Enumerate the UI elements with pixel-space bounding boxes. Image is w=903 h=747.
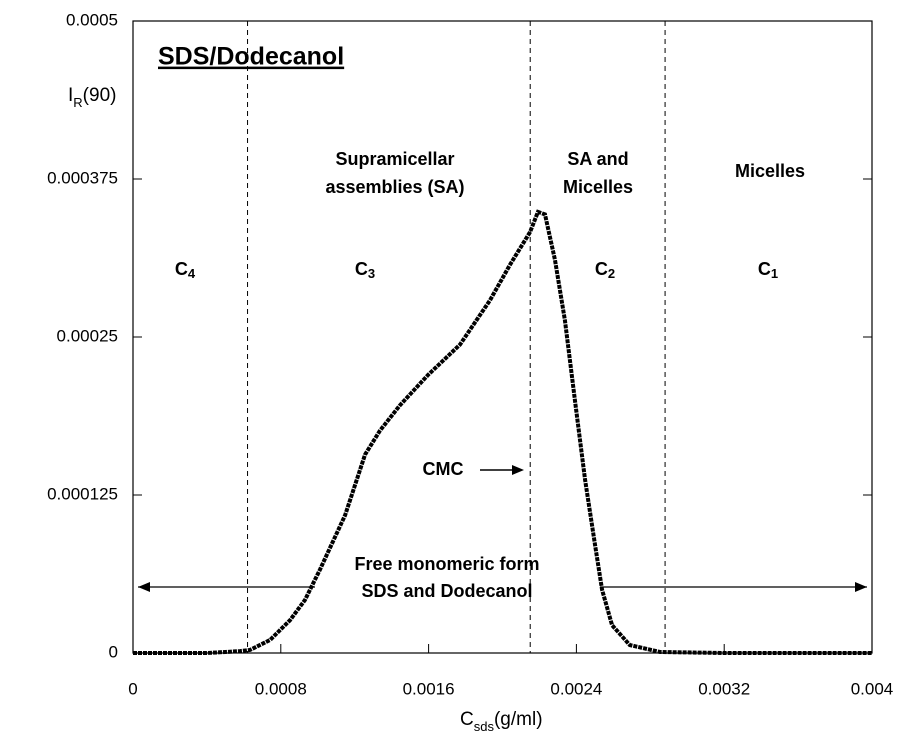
x-tick-label: 0.0008 bbox=[255, 679, 307, 698]
x-tick-label: 0.0032 bbox=[698, 679, 750, 698]
annotation: CMC bbox=[423, 459, 464, 479]
arrow-head bbox=[138, 582, 150, 592]
y-tick-label: 0 bbox=[109, 642, 118, 661]
y-tick-label: 0.00025 bbox=[57, 326, 118, 345]
x-tick-label: 0.0024 bbox=[550, 679, 602, 698]
annotation: Supramicellar bbox=[335, 149, 454, 169]
chart-title: SDS/Dodecanol bbox=[158, 43, 344, 71]
annotation: assemblies (SA) bbox=[325, 177, 464, 197]
y-tick-label: 0.000125 bbox=[47, 484, 118, 503]
region-label-sub: 1 bbox=[771, 266, 778, 281]
annotation: SDS and Dodecanol bbox=[361, 581, 532, 601]
region-label: C2 bbox=[595, 259, 615, 282]
y-tick-label: 0.0005 bbox=[66, 10, 118, 29]
region-label-main: C bbox=[355, 259, 368, 279]
y-tick-label: 0.000375 bbox=[47, 168, 118, 187]
region-label: C3 bbox=[355, 259, 375, 282]
region-label-sub: 2 bbox=[608, 266, 615, 281]
x-tick-label: 0 bbox=[128, 679, 137, 698]
arrow-head bbox=[855, 582, 867, 592]
annotation: Free monomeric form bbox=[354, 554, 539, 574]
region-label-main: C bbox=[758, 259, 771, 279]
region-label-sub: 3 bbox=[368, 266, 375, 281]
region-label-sub: 4 bbox=[188, 266, 196, 281]
annotation: Micelles bbox=[563, 177, 633, 197]
annotation: SA and bbox=[567, 149, 628, 169]
x-tick-label: 0.004 bbox=[851, 679, 894, 698]
annotation: Micelles bbox=[735, 161, 805, 181]
y-axis-label: IR(90) bbox=[68, 85, 116, 110]
x-tick-label: 0.0016 bbox=[403, 679, 455, 698]
region-label: C1 bbox=[758, 259, 778, 282]
region-label-main: C bbox=[595, 259, 608, 279]
region-label: C4 bbox=[175, 259, 196, 282]
x-axis-label: Csds(g/ml) bbox=[460, 709, 543, 734]
region-label-main: C bbox=[175, 259, 188, 279]
arrow-head bbox=[512, 465, 524, 475]
data-curve bbox=[133, 209, 872, 655]
